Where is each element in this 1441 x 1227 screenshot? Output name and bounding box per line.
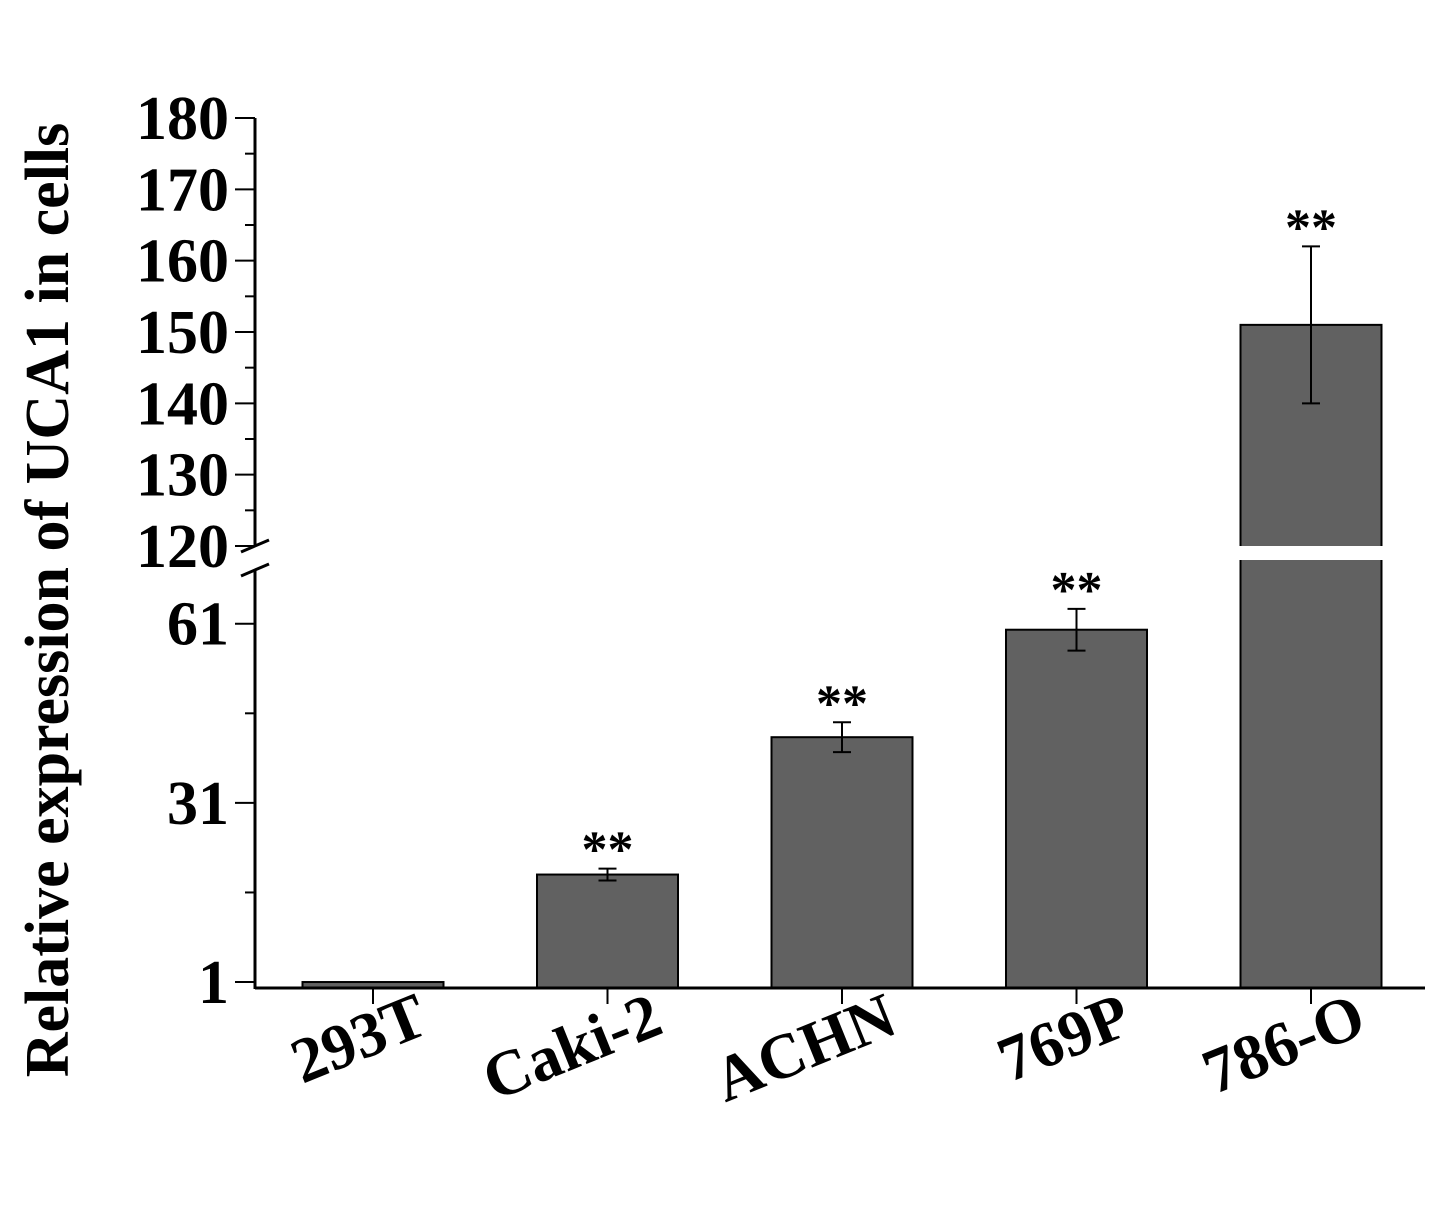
y-tick-label-180: 180	[136, 85, 229, 153]
x-label-786-o: 786-O	[1193, 979, 1375, 1107]
significance-caki-2: **	[582, 822, 634, 879]
x-labels-group: 293T Caki-2 ACHN 769P 786-O	[281, 979, 1374, 1115]
x-label-769p: 769P	[988, 979, 1140, 1095]
bar-caki-2	[536, 873, 679, 989]
axes-group	[235, 117, 1425, 1004]
x-label-achn: ACHN	[704, 979, 905, 1115]
y-axis-title: Relative expression of UCA1 in cells	[14, 123, 82, 1078]
y-tick-label-160: 160	[136, 228, 229, 296]
y-tick-label-170: 170	[136, 156, 229, 224]
y-tick-label-31: 31	[167, 770, 229, 838]
y-tick-label-130: 130	[136, 442, 229, 510]
significance-769p: **	[1051, 562, 1103, 619]
bars-group	[301, 323, 1385, 990]
significance-786-o: **	[1285, 199, 1337, 256]
significance-achn: **	[816, 675, 868, 732]
bar-769p	[1005, 628, 1148, 989]
y-tick-label-1: 1	[198, 949, 229, 1017]
x-label-293t: 293T	[281, 979, 436, 1097]
y-tick-label-150: 150	[136, 299, 229, 367]
x-label-caki-2: Caki-2	[473, 979, 671, 1114]
error-bars-group	[598, 245, 1320, 882]
bar-break-gap	[1237, 546, 1385, 560]
y-tick-label-140: 140	[136, 370, 229, 438]
y-tick-label-120: 120	[136, 513, 229, 581]
bar-786-o	[1239, 323, 1383, 990]
axis-break-mark-lower	[240, 562, 270, 578]
bar-achn	[770, 736, 914, 990]
significance-group: ** ** ** **	[582, 199, 1338, 878]
y-tick-label-61: 61	[167, 591, 229, 659]
